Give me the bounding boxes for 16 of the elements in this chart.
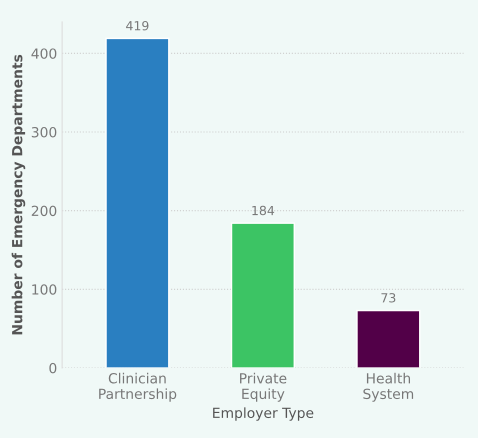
y-tick-label: 0 — [49, 362, 56, 374]
bar — [230, 222, 295, 368]
data-label: 184 — [252, 206, 274, 216]
data-label: 419 — [126, 20, 148, 30]
x-tick-label: Health System — [363, 372, 414, 402]
bar — [105, 38, 170, 368]
y-tick-label: 300 — [32, 126, 56, 138]
x-axis-title: Employer Type — [213, 407, 314, 421]
y-tick-label: 200 — [32, 206, 56, 216]
y-tick-label: 100 — [32, 284, 56, 295]
data-label: 73 — [381, 293, 396, 303]
y-axis-title: Number of Emergency Departments — [12, 54, 26, 334]
x-tick-label: Private Equity — [240, 372, 286, 402]
bar — [356, 310, 420, 368]
x-tick-label: Clinician Partnership — [99, 372, 176, 402]
y-tick-label: 400 — [31, 48, 56, 59]
